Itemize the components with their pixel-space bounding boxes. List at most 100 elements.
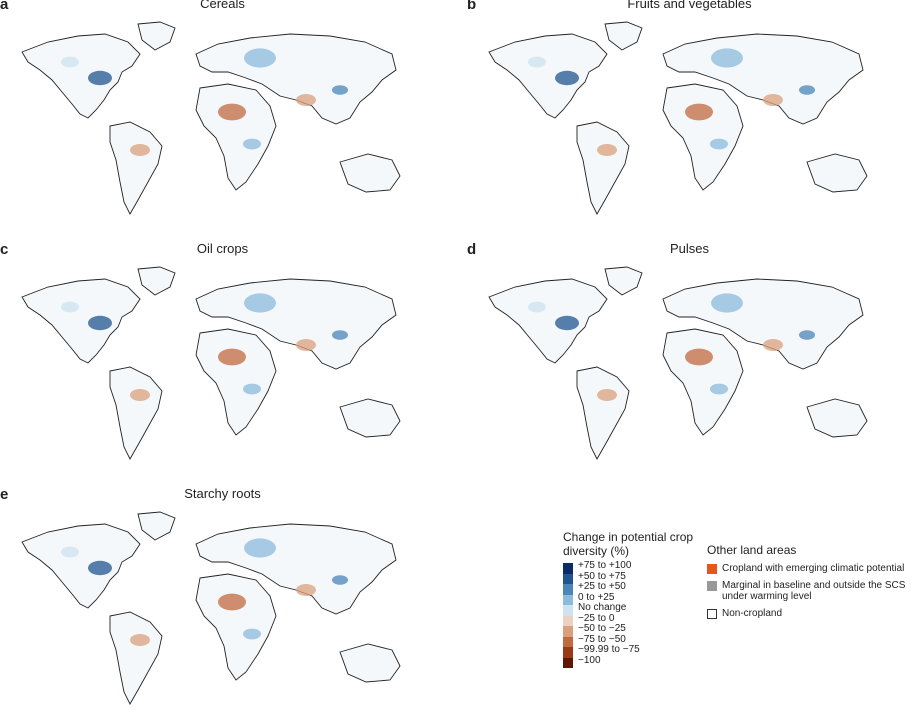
africa-outline: [662, 83, 744, 191]
diversity-change-region: [332, 330, 348, 340]
legend-title: Change in potential crop diversity (%): [563, 530, 694, 558]
diversity-change-region: [130, 634, 150, 646]
diversity-change-region: [243, 383, 261, 395]
legend-label: 0 to +25: [578, 591, 615, 603]
diversity-change-region: [244, 48, 276, 68]
south-america-outline: [576, 366, 630, 460]
legend-label: −25 to 0: [578, 612, 615, 624]
greenland-outline: [137, 266, 176, 296]
greenland-outline: [137, 511, 176, 541]
legend-item-emerging-cropland: Cropland with emerging climatic potentia…: [707, 563, 912, 574]
world-map-svg: [21, 21, 401, 215]
panel-cereals: a Cereals: [0, 0, 445, 230]
color-scale: [563, 563, 573, 668]
australia-outline: [339, 643, 401, 683]
diversity-change-region: [218, 348, 246, 366]
south-america-outline: [576, 121, 630, 215]
legend-swatch: [563, 615, 573, 626]
diversity-change-region: [710, 383, 728, 395]
diversity-change-region: [685, 103, 713, 121]
legend-swatch: [707, 581, 717, 591]
diversity-change-region: [296, 584, 316, 596]
diversity-change-region: [528, 301, 546, 313]
diversity-change-region: [61, 56, 79, 68]
world-map-svg: [21, 266, 401, 460]
legend-swatch: [707, 609, 717, 619]
legend-item-marginal: Marginal in baseline and outside the SCS…: [707, 580, 912, 602]
diversity-change-region: [711, 293, 743, 313]
legend-swatch: [563, 584, 573, 595]
diversity-change-region: [88, 70, 112, 86]
diversity-change-region: [88, 315, 112, 331]
legend-swatch: [563, 657, 573, 668]
australia-outline: [806, 398, 868, 438]
panel-oil-crops: c Oil crops: [0, 241, 445, 475]
diversity-change-region: [61, 301, 79, 313]
legend-label: Marginal in baseline and outside the SCS…: [722, 580, 906, 602]
north-america-outline: [488, 278, 608, 364]
diversity-change-region: [218, 593, 246, 611]
panel-letter: a: [0, 0, 9, 13]
legend-swatch: [563, 563, 573, 574]
africa-outline: [195, 83, 277, 191]
legend-label: Non-cropland: [722, 608, 783, 619]
legend-label: −75 to −50: [578, 633, 626, 645]
panel-starchy-roots: e Starchy roots: [0, 486, 445, 720]
africa-outline: [662, 328, 744, 436]
diversity-change-region: [555, 70, 579, 86]
africa-outline: [195, 573, 277, 681]
panel-title: Cereals: [200, 0, 245, 11]
panel-letter: e: [0, 486, 9, 503]
world-map-pulses: [467, 259, 912, 471]
world-map-fruits-vegetables: [467, 14, 912, 226]
panel-title: Pulses: [669, 241, 710, 256]
legend-label: −50 to −25: [578, 623, 626, 634]
legend-swatch: [563, 594, 573, 605]
world-map-cereals: [0, 14, 445, 226]
diversity-change-region: [61, 546, 79, 558]
world-map-svg: [21, 511, 401, 705]
legend-label: +25 to +50: [578, 581, 626, 592]
diversity-change-region: [763, 94, 783, 106]
diversity-change-region: [243, 138, 261, 150]
legend-label: Cropland with emerging climatic potentia…: [722, 563, 905, 574]
diversity-change-region: [296, 94, 316, 106]
panel-letter: d: [467, 241, 477, 258]
north-america-outline: [21, 523, 141, 609]
legend-other-land-areas: Other land areas Cropland with emerging …: [707, 543, 912, 625]
panel-pulses: d Pulses: [467, 241, 912, 475]
legend-label: −99.99 to −75: [578, 644, 640, 655]
greenland-outline: [137, 21, 176, 51]
diversity-change-region: [332, 85, 348, 95]
panel-letter: b: [467, 0, 477, 13]
panel-title: Fruits and vegetables: [627, 0, 752, 11]
legend-label: No change: [578, 602, 627, 613]
legend-swatch: [563, 636, 573, 647]
panel-title: Starchy roots: [184, 486, 261, 501]
diversity-change-region: [528, 56, 546, 68]
south-america-outline: [109, 366, 163, 460]
diversity-change-region: [130, 144, 150, 156]
legend-swatch: [707, 564, 717, 574]
panel-fruits-vegetables: b Fruits and vegetables: [467, 0, 912, 230]
africa-outline: [195, 328, 277, 436]
legend-label: −100: [578, 654, 601, 666]
diversity-change-region: [685, 348, 713, 366]
australia-outline: [339, 398, 401, 438]
diversity-change-region: [88, 560, 112, 576]
south-america-outline: [109, 611, 163, 705]
legend-item-non-cropland: Non-cropland: [707, 608, 912, 619]
australia-outline: [806, 153, 868, 193]
world-map-starchy-roots: [0, 504, 445, 716]
diversity-change-region: [597, 389, 617, 401]
greenland-outline: [604, 266, 643, 296]
north-america-outline: [21, 278, 141, 364]
diversity-change-region: [710, 138, 728, 150]
north-america-outline: [21, 33, 141, 119]
diversity-change-region: [597, 144, 617, 156]
legend-label: +50 to +75: [578, 570, 626, 582]
greenland-outline: [604, 21, 643, 51]
legend-crop-diversity: Change in potential crop diversity (%) +…: [563, 530, 698, 680]
legend-label: +75 to +100: [578, 560, 632, 571]
legend-swatch: [563, 573, 573, 584]
